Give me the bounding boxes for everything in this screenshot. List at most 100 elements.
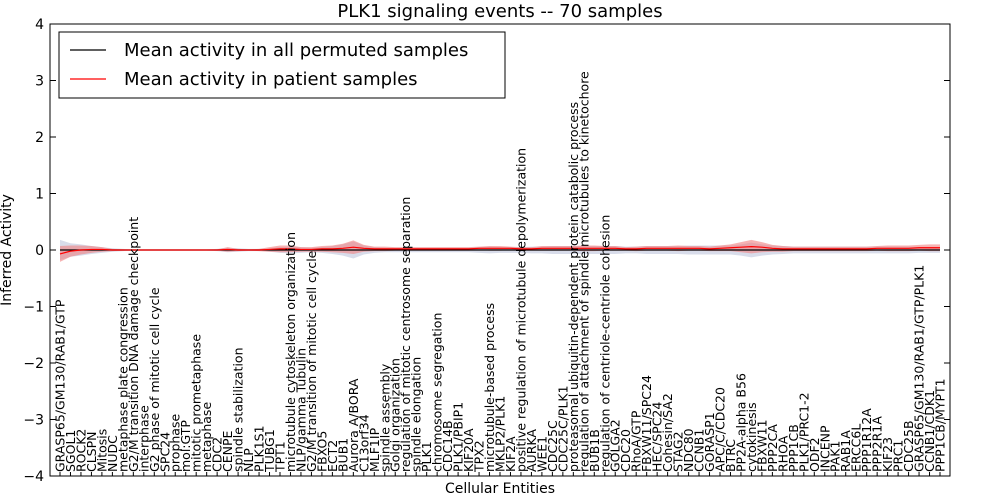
series-lines <box>59 246 940 255</box>
x-category-label: interphase <box>136 405 151 472</box>
legend: Mean activity in all permuted samples Me… <box>58 31 506 99</box>
x-category-label: INCENP <box>817 425 832 472</box>
x-category-label: G2/M transition DNA damage checkpoint <box>126 217 141 472</box>
x-category-label: MLF1IP <box>367 427 382 472</box>
x-category-label: microtubule cytoskeleton organization <box>283 232 298 472</box>
x-category-label: CENPE <box>220 430 235 472</box>
x-category-label: HEC/SPC24 <box>650 402 665 472</box>
x-category-label: G2/M transition of mitotic cell cycle <box>304 250 319 472</box>
y-tick-label: −4 <box>23 469 44 485</box>
x-category-label: NLP <box>241 448 256 472</box>
x-category-label: G2 phase of mitotic cell cycle <box>147 287 162 472</box>
x-category-label: cytokinesis <box>744 402 759 472</box>
patient-band <box>60 239 940 262</box>
x-category-label: SPC24 <box>157 432 172 472</box>
x-category-label: PLK1/PRC1-2 <box>796 392 811 472</box>
x-category-label: NUDC <box>105 435 120 472</box>
x-category-label: microtubule-based process <box>482 303 497 472</box>
x-category-label: PPP2R1A <box>870 416 885 472</box>
x-category-label: PLK1/PBIP1 <box>451 402 466 472</box>
legend-box <box>58 31 506 99</box>
x-category-label: NLP/gamma Tubulin <box>293 348 308 472</box>
x-category-label: CDC25B <box>901 420 916 472</box>
x-category-label: prophase <box>168 414 183 472</box>
x-category-label: regulation of centriole-centriole cohesi… <box>597 215 612 472</box>
x-category-label: PRC1 <box>891 440 906 472</box>
x-category-label: FBXW11 <box>754 419 769 472</box>
y-tick-label: −3 <box>23 413 44 429</box>
x-category-label: TPT1 <box>273 441 288 473</box>
x-category-label: spindle elongation <box>409 357 424 472</box>
x-category-label: PP2A-alpha B56 <box>733 373 748 472</box>
x-category-label: PPP1CB/MYPT1 <box>933 378 948 472</box>
x-category-label: CDC20 <box>618 429 633 472</box>
x-category-label: APC/C/CDC20 <box>713 387 728 472</box>
legend-label-patient: Mean activity in patient samples <box>124 69 418 90</box>
x-category-label: TPX2 <box>472 440 487 473</box>
x-category-label: spindle assembly <box>377 363 392 472</box>
x-category-label: CDC25C <box>545 420 560 472</box>
x-category-label: proteasomal ubiquitin-dependent protein … <box>566 102 581 472</box>
x-category-label: KIF2A <box>503 436 518 472</box>
x-axis-label: Cellular Entities <box>445 481 555 497</box>
x-category-label: AURKA <box>524 429 539 472</box>
y-tick-label: 4 <box>35 17 44 33</box>
x-category-label: PAK1 <box>828 441 843 472</box>
x-category-label: GOLGA2 <box>608 419 623 472</box>
x-category-label: KIF23 <box>880 437 895 472</box>
x-category-label: C13orf34 <box>356 414 371 472</box>
x-category-label: Golgi organization <box>388 358 403 472</box>
x-category-label: CDC14B <box>440 420 455 472</box>
x-category-label: GRASP65/GM130/RAB1/GTP <box>53 299 68 472</box>
x-category-label: GORASP1 <box>702 412 717 472</box>
x-category-label: SGOL1 <box>63 430 78 472</box>
y-tick-label: −2 <box>23 356 44 372</box>
y-tick-label: 0 <box>35 243 44 259</box>
x-category-label: TUBG1 <box>262 429 277 473</box>
x-category-label: metaphase <box>199 402 214 472</box>
x-category-label: spindle stabilization <box>231 347 246 472</box>
x-category-label: BUB1B <box>587 429 602 472</box>
x-category-label: PPP1R12A <box>859 408 874 472</box>
x-category-label: Cohesin/SA2 <box>660 393 675 472</box>
y-tick-label: −1 <box>23 300 44 316</box>
y-axis-ticks: −4 −3 −2 −1 0 1 2 3 4 <box>23 17 950 485</box>
x-category-label: CCNB1/CDK1 <box>922 390 937 472</box>
x-category-label: WEE1 <box>534 436 549 472</box>
x-category-label: ODF2 <box>807 437 822 472</box>
x-category-label: FBXO5 <box>314 431 329 472</box>
patient-mean-line <box>59 246 940 255</box>
x-category-label: Aurora A/BORA <box>346 378 361 472</box>
x-category-label: regulation of attachment of spindle micr… <box>576 71 591 472</box>
x-category-label: PLK1 <box>419 441 434 472</box>
y-tick-label: 3 <box>35 74 44 90</box>
x-category-label: mol:GTP <box>178 420 193 472</box>
x-category-label: Mitosis <box>94 429 109 472</box>
x-category-label: RhoA/GTP <box>629 410 644 472</box>
x-category-label: ECT2 <box>325 440 340 472</box>
x-category-label: ERCC6L <box>849 424 864 472</box>
x-category-label: RAB1A <box>838 430 853 472</box>
plot-frame <box>49 23 951 477</box>
chart-title: PLK1 signaling events -- 70 samples <box>337 1 662 22</box>
x-category-label: GRASP65/GM130/RAB1/GTP/PLK1 <box>912 265 927 472</box>
x-category-label: BUB1 <box>335 438 350 472</box>
x-category-label: PPP1CB <box>786 424 801 472</box>
x-axis-ticks: GRASP65/GM130/RAB1/GTPSGOL1ROCK2CLSPNMit… <box>53 71 948 476</box>
y-tick-label: 2 <box>35 130 44 146</box>
x-category-label: metaphase plate congression <box>115 287 130 472</box>
x-category-label: mitotic prometaphase <box>189 334 204 472</box>
x-category-label: RHOA <box>775 435 790 472</box>
x-category-label: regulation of mitotic centrosome separat… <box>398 197 413 472</box>
x-category-label: NDC80 <box>681 428 696 472</box>
x-category-label: CDC25C/PLK1 <box>555 385 570 472</box>
y-tick-label: 1 <box>35 187 44 203</box>
y-axis-label: Inferred Activity <box>0 194 15 306</box>
x-category-label: chromosome segregation <box>430 313 445 472</box>
legend-label-permuted: Mean activity in all permuted samples <box>124 40 468 61</box>
x-category-label: MKLP2/PLK1 <box>493 396 508 472</box>
x-category-label: ROCK2 <box>73 429 88 472</box>
x-category-label: FBXW11/SPC24 <box>639 375 654 472</box>
x-category-label: positive regulation of microtubule depol… <box>513 148 528 472</box>
